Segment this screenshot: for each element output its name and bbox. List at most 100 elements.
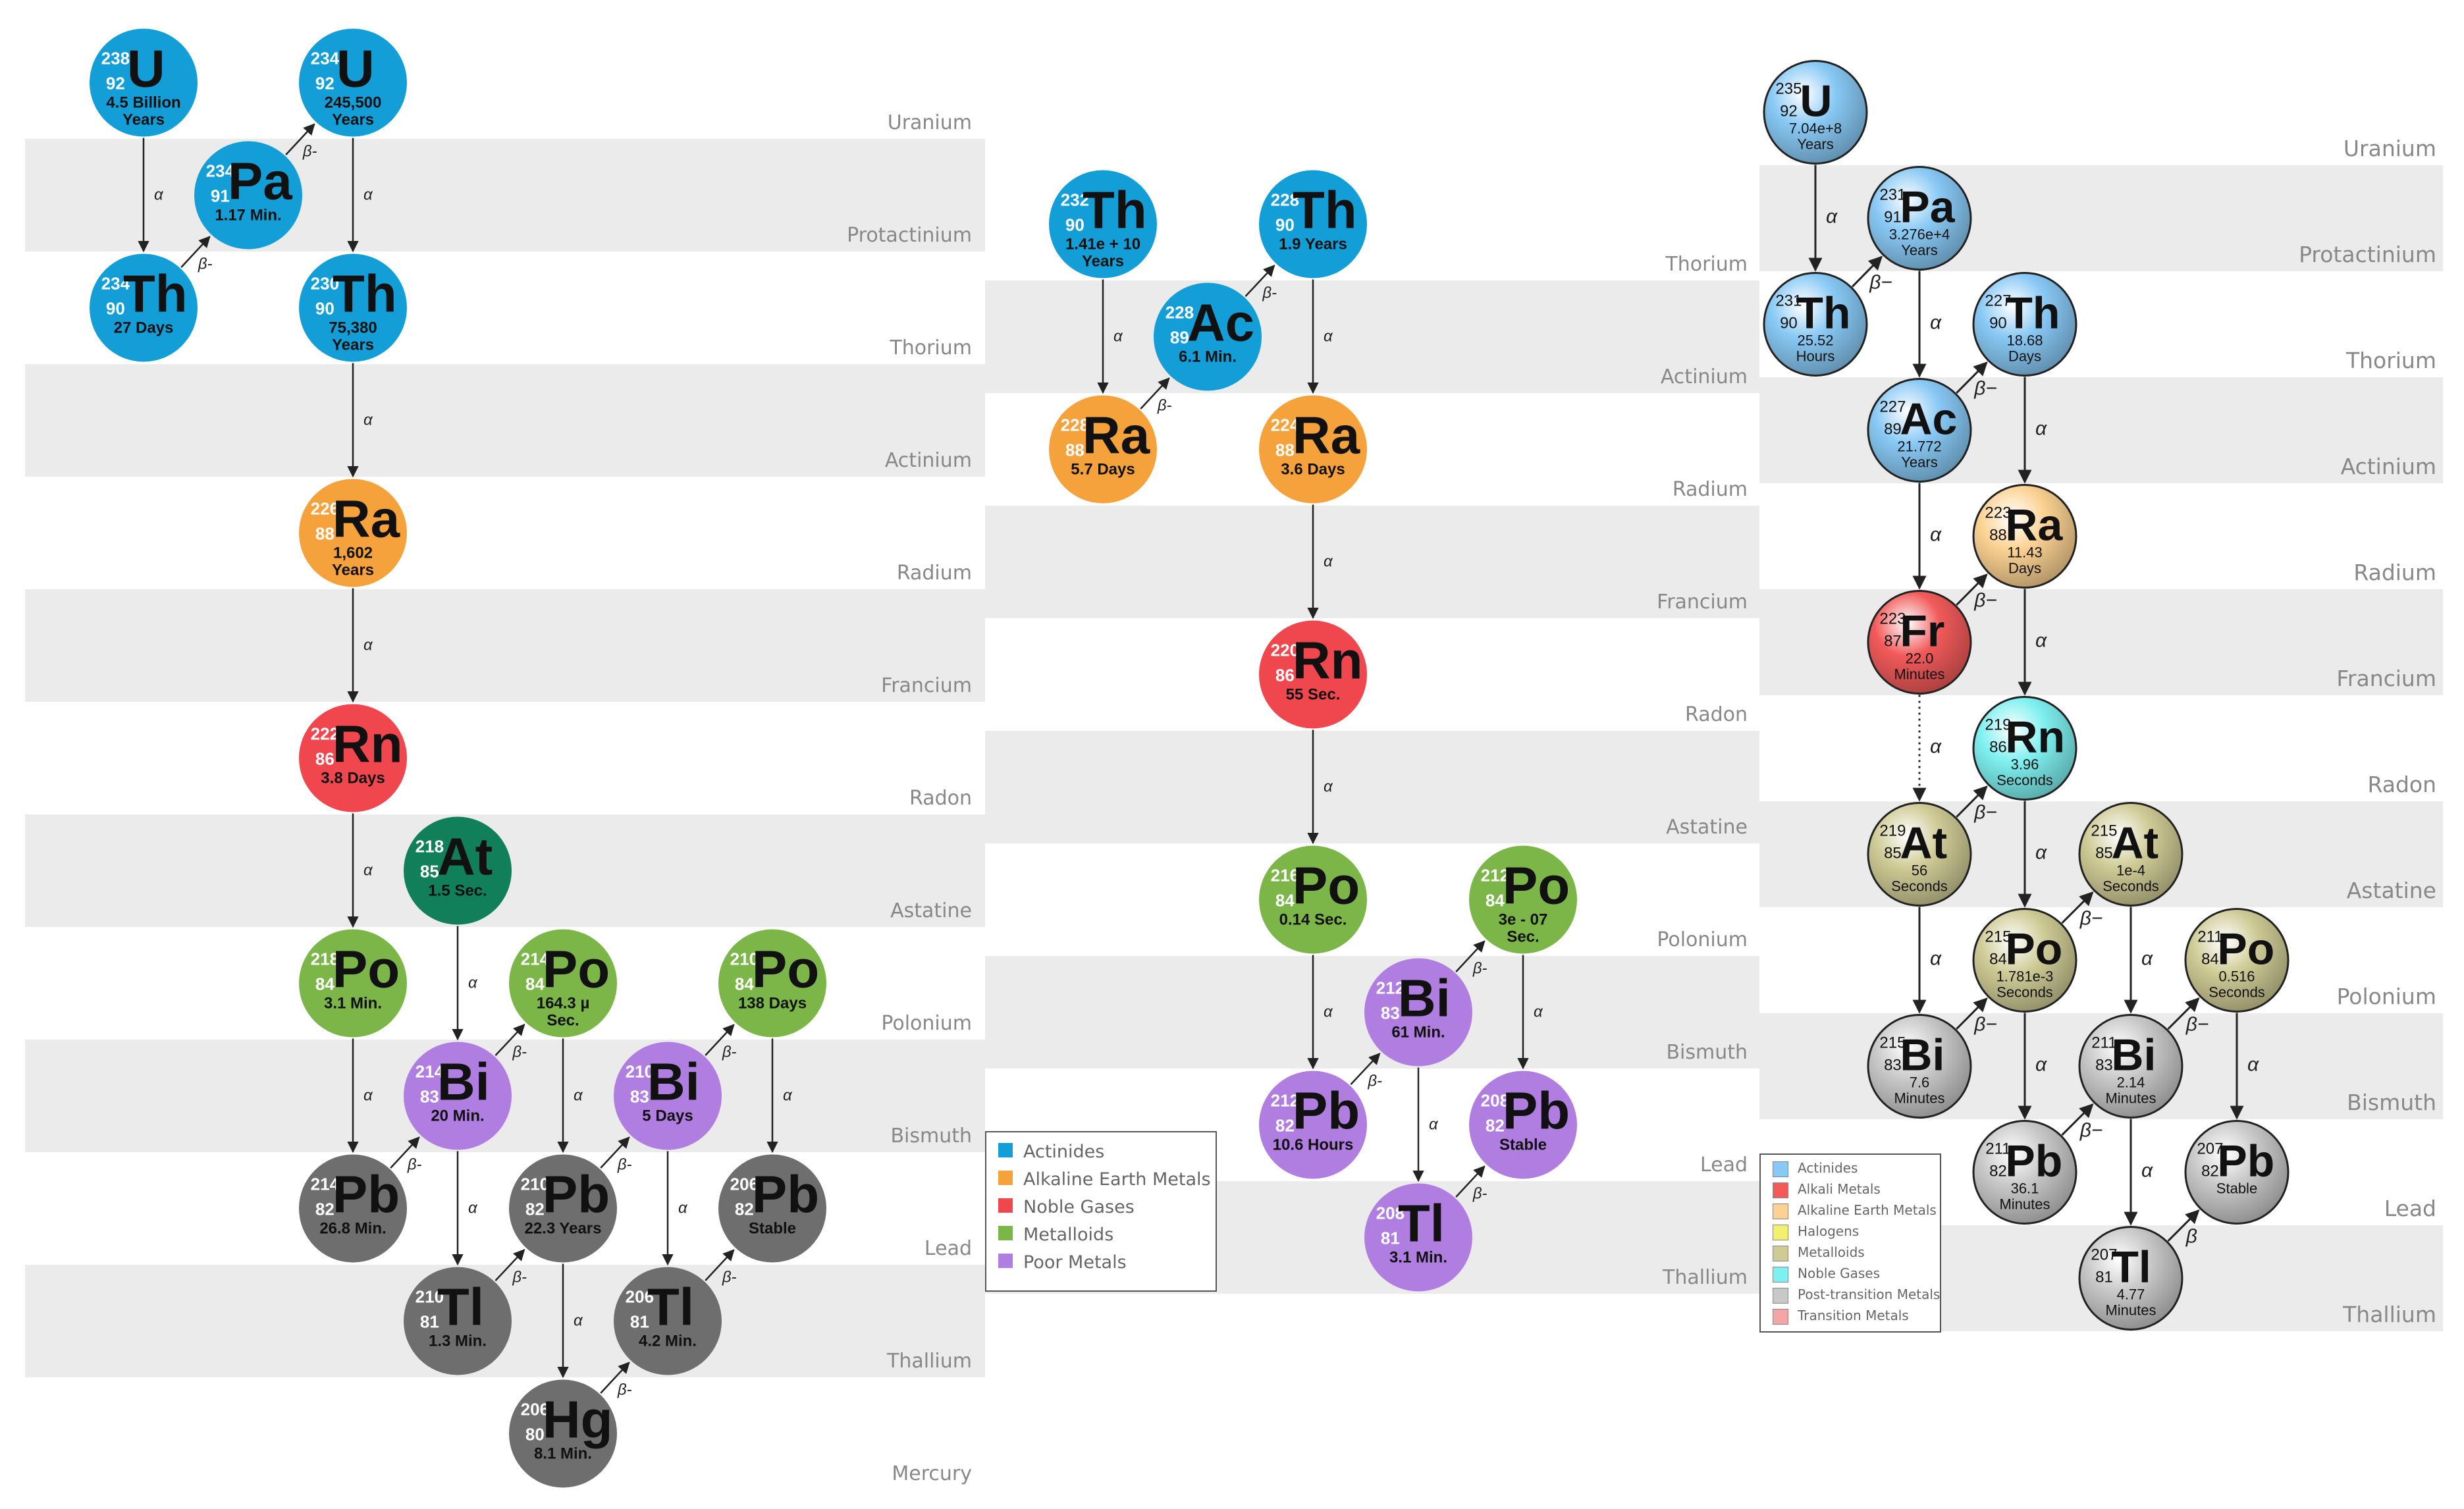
row-label-francium: Francium — [881, 674, 972, 697]
mass-number: 206 — [730, 1175, 759, 1194]
atomic-number: 82 — [2201, 1163, 2219, 1180]
legend-label: Post-transition Metals — [1798, 1286, 1941, 1302]
row-label-astatine: Astatine — [2346, 878, 2436, 903]
legend-swatch — [1773, 1225, 1788, 1240]
mass-number: 224 — [1271, 415, 1300, 435]
nuclide-circle — [1763, 60, 1868, 165]
half-life: 1.5 Sec. — [428, 882, 487, 900]
atomic-number: 84 — [1989, 951, 2007, 968]
element-symbol: Po — [543, 940, 610, 999]
nuclide-circle — [404, 1267, 512, 1375]
decay-label: α — [1930, 524, 1942, 546]
atomic-number: 91 — [211, 186, 230, 206]
decay-label: β- — [302, 143, 317, 161]
row-label-mercury: Mercury — [892, 1462, 972, 1485]
half-life: 3.96 — [2011, 756, 2039, 773]
atomic-number: 84 — [1486, 891, 1505, 911]
half-life: Days — [2008, 560, 2041, 577]
element-symbol: Tl — [1398, 1194, 1445, 1253]
decay-arrow — [180, 236, 211, 268]
decay-label: α — [1113, 328, 1123, 346]
row-band — [985, 280, 1759, 393]
half-life: 26.8 Min. — [319, 1220, 386, 1238]
nuclide-circle — [614, 1267, 722, 1375]
decay-label: β− — [2079, 908, 2103, 930]
decay-label: β− — [2079, 1120, 2103, 1142]
row-label-thallium: Thallium — [2343, 1302, 2436, 1327]
element-symbol: Po — [333, 940, 400, 999]
decay-label: β- — [617, 1156, 632, 1174]
row-label-radium: Radium — [1672, 478, 1748, 501]
row-label-actinium: Actinium — [2340, 454, 2436, 479]
legend-swatch — [1773, 1204, 1788, 1219]
row-label-radon: Radon — [1685, 703, 1748, 726]
nuclide-circle — [1259, 620, 1367, 729]
mass-number: 206 — [521, 1400, 549, 1419]
decay-arrow — [2061, 891, 2094, 924]
decay-label: α — [2035, 1054, 2047, 1076]
half-life: 0.516 — [2218, 968, 2255, 985]
decay-label: β- — [722, 1269, 737, 1286]
element-symbol: Po — [1503, 857, 1570, 915]
element-symbol: Ra — [2005, 500, 2063, 550]
row-label-thallium: Thallium — [887, 1350, 972, 1373]
legend-swatch — [998, 1198, 1013, 1213]
decay-label: β- — [722, 1044, 737, 1061]
decay-arrow — [390, 1136, 420, 1169]
half-life: Stable — [2216, 1180, 2257, 1197]
row-label-radon: Radon — [2367, 772, 2436, 797]
half-life: 4.2 Min. — [639, 1333, 697, 1350]
mass-number: 215 — [1985, 928, 2011, 946]
legend-swatch — [1773, 1309, 1788, 1325]
nuclide-circle — [1364, 958, 1472, 1067]
row-label-radium: Radium — [896, 562, 972, 585]
element-symbol: Po — [752, 940, 819, 999]
mass-number: 210 — [626, 1062, 654, 1082]
decay-arrow — [705, 1024, 735, 1056]
half-life: 1.17 Min. — [215, 207, 281, 225]
half-life: 7.04e+8 — [1789, 120, 1842, 137]
mass-number: 223 — [1879, 610, 1906, 628]
decay-label: β- — [1472, 960, 1487, 978]
nuclide-circle — [1469, 845, 1577, 954]
mass-number: 218 — [415, 837, 444, 857]
legend-label: Actinides — [1023, 1142, 1105, 1162]
row-label-francium: Francium — [1657, 591, 1748, 614]
decay-arrow — [2167, 1209, 2200, 1242]
decay-arrow — [600, 1362, 630, 1394]
legend-swatch — [1773, 1246, 1788, 1261]
row-label-thorium: Thorium — [2345, 348, 2436, 373]
panel2-legend: Actinides Alkaline Earth Metals Noble Gase… — [985, 1131, 1217, 1292]
decay-label: α — [783, 1087, 793, 1105]
legend-label: Metalloids — [1798, 1244, 1865, 1260]
nuclide-circle — [509, 1379, 617, 1488]
element-symbol: Bi — [437, 1053, 490, 1111]
nuclide-circle — [1259, 170, 1367, 278]
row-label-uranium: Uranium — [887, 111, 972, 134]
nuclide-circle — [1154, 282, 1262, 391]
decay-label: α — [574, 1312, 583, 1330]
nuclide-circle — [90, 253, 198, 362]
decay-label: α — [2141, 948, 2153, 970]
nuclide-circle — [1259, 395, 1367, 504]
nuclide-circle — [1972, 908, 2077, 1013]
atomic-number: 84 — [2201, 951, 2219, 968]
mass-number: 228 — [1271, 190, 1299, 210]
mass-number: 212 — [1271, 1091, 1299, 1111]
decay-label: α — [363, 637, 373, 654]
mass-number: 210 — [730, 949, 759, 969]
atomic-number: 83 — [1381, 1003, 1400, 1023]
mass-number: 228 — [1061, 415, 1089, 435]
atomic-number: 83 — [630, 1087, 649, 1107]
half-life: Seconds — [1996, 772, 2053, 789]
legend-swatch — [998, 1171, 1013, 1185]
element-symbol: Th — [2005, 288, 2060, 338]
